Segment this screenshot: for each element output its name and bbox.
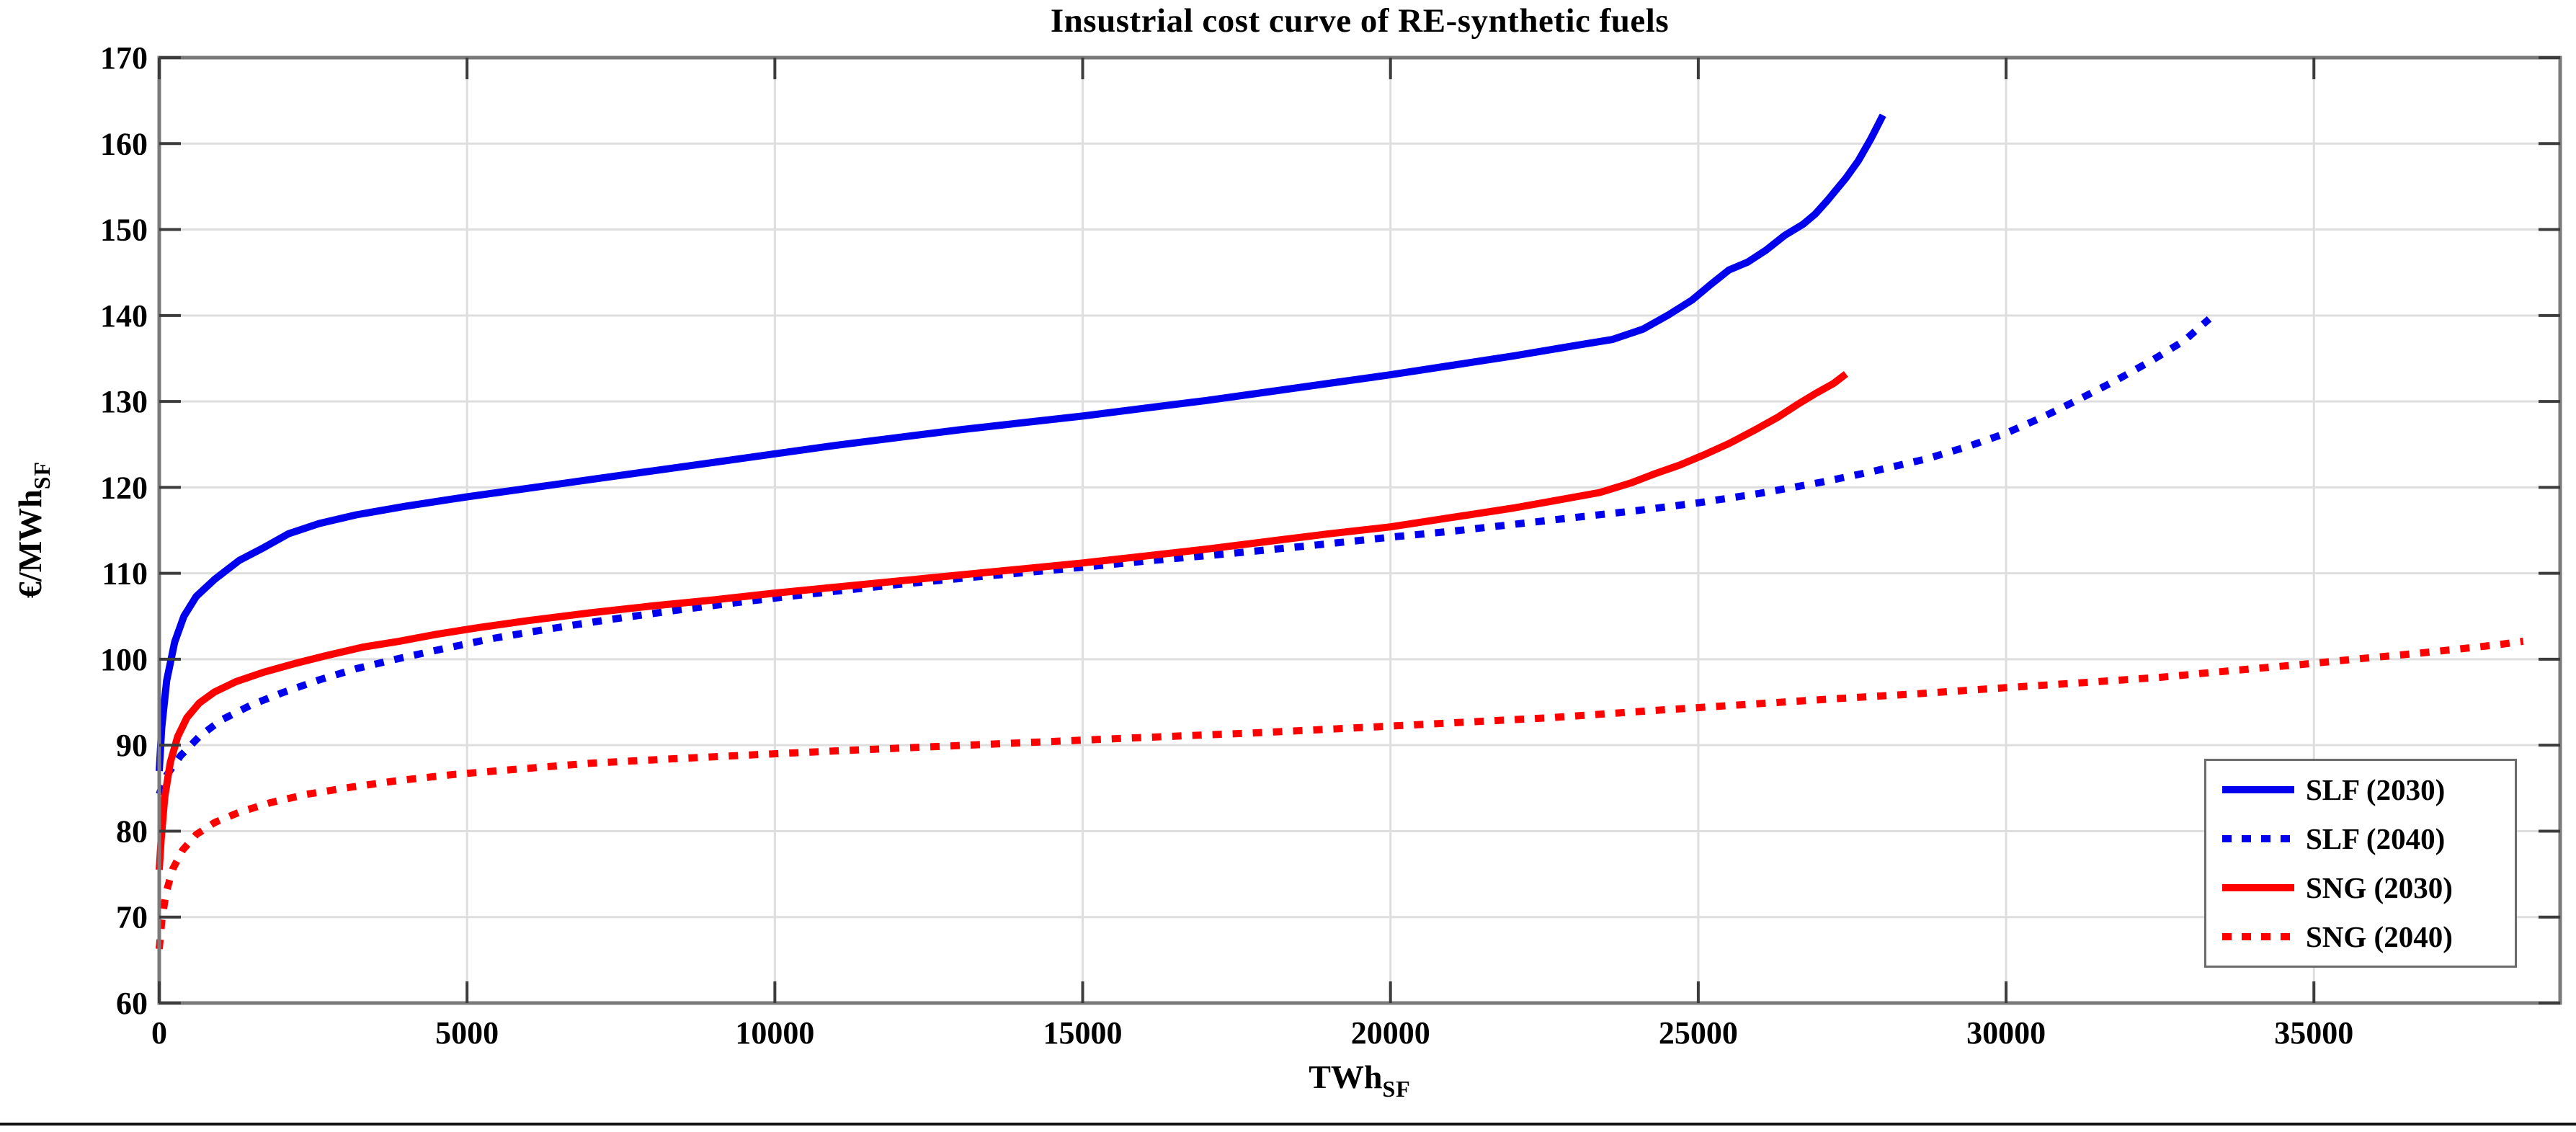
y-tick-label: 60 [116, 986, 148, 1021]
y-tick-label: 100 [100, 642, 148, 677]
legend: SLF (2030) SLF (2040) SNG (2030) SNG (2040) [2204, 759, 2517, 968]
curve-sng-2040 [156, 637, 2524, 950]
y-tick-label: 150 [100, 213, 148, 248]
y-tick-label: 110 [102, 556, 148, 592]
x-axis-label-subscript: SF [1382, 1076, 1411, 1102]
curve-slf-2030 [156, 113, 1886, 772]
curve-sng-2030 [156, 370, 1848, 870]
x-tick-label: 5000 [435, 1015, 499, 1051]
y-tick-label: 90 [116, 728, 148, 763]
x-tick-label: 15000 [1043, 1015, 1123, 1051]
legend-entry: SNG (2040) [2222, 919, 2508, 954]
legend-label: SNG (2030) [2306, 871, 2453, 904]
y-tick-label: 140 [100, 298, 148, 334]
legend-label: SNG (2040) [2306, 920, 2453, 953]
x-tick-label: 0 [151, 1015, 167, 1051]
y-tick-label: 160 [100, 126, 148, 161]
legend-label: SLF (2030) [2306, 773, 2446, 806]
legend-line-sample-solid [2222, 786, 2294, 793]
y-tick-label: 70 [116, 900, 148, 935]
legend-entry: SLF (2030) [2222, 772, 2508, 807]
x-axis-label-main: TWh [1309, 1059, 1383, 1095]
y-tick-label: 170 [100, 40, 148, 76]
x-tick-label: 20000 [1351, 1015, 1430, 1051]
y-tick-label: 80 [116, 814, 148, 849]
legend-line-sample-dotted [2222, 835, 2294, 842]
x-tick-label: 30000 [1966, 1015, 2046, 1051]
legend-entry: SLF (2040) [2222, 821, 2508, 856]
x-axis-label: TWhSF [159, 1058, 2560, 1102]
legend-line-sample-dotted [2222, 933, 2294, 940]
legend-label: SLF (2040) [2306, 822, 2446, 855]
axis-border [157, 55, 2562, 1005]
page-divider-rule [0, 1123, 2576, 1126]
chart-title: Insustrial cost curve of RE-synthetic fu… [1050, 2, 1670, 40]
legend-entry: SNG (2030) [2222, 870, 2508, 905]
y-tick-label: 120 [100, 470, 148, 505]
legend-line-sample-solid [2222, 884, 2294, 891]
x-tick-label: 25000 [1659, 1015, 1738, 1051]
x-tick-label: 35000 [2274, 1015, 2353, 1051]
x-tick-label: 10000 [735, 1015, 814, 1051]
y-tick-label: 130 [100, 384, 148, 419]
